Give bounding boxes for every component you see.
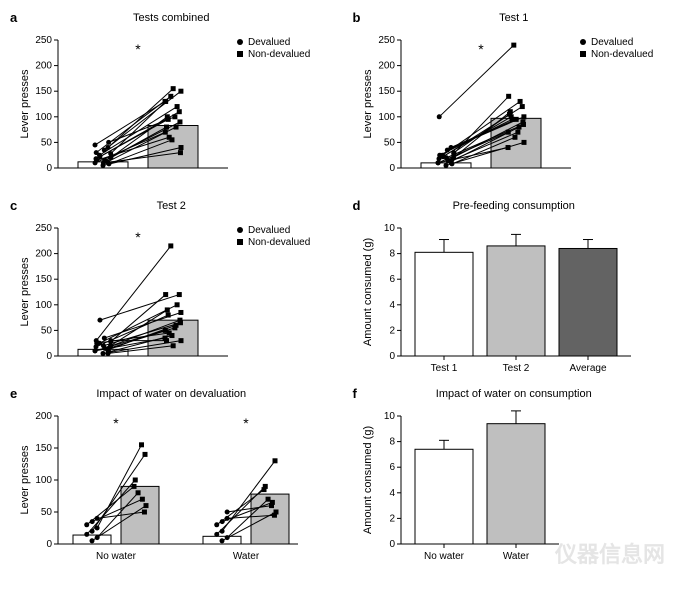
svg-text:50: 50 (41, 507, 53, 518)
svg-text:50: 50 (41, 325, 53, 336)
chart-a: 0 50 100 150 200 250 Lever presses * DevaluedNon… (10, 28, 333, 188)
chart-b: 0 50 100 150 200 250 Lever presses * DevaluedNon… (353, 28, 676, 188)
svg-text:Lever presses: Lever presses (19, 69, 31, 139)
panel-title: Test 1 (353, 12, 676, 24)
panel-title: Test 2 (10, 200, 333, 212)
svg-text:8: 8 (389, 437, 395, 448)
panel-b: b Test 1 0 50 100 150 200 250 Lever presses * De… (353, 10, 676, 188)
svg-text:Amount consumed (g): Amount consumed (g) (362, 238, 374, 346)
svg-text:Amount consumed (g): Amount consumed (g) (362, 426, 374, 534)
svg-text:*: * (135, 229, 141, 245)
panel-title: Impact of water on consumption (353, 388, 676, 400)
panel-d: d Pre-feeding consumption 0 2 4 6 8 10 Amount … (353, 198, 676, 376)
svg-text:250: 250 (378, 35, 395, 46)
svg-text:200: 200 (35, 249, 52, 260)
svg-text:0: 0 (389, 351, 395, 362)
svg-text:0: 0 (389, 539, 395, 550)
svg-text:Test 1: Test 1 (430, 363, 457, 374)
svg-text:0: 0 (389, 163, 395, 174)
svg-text:6: 6 (389, 274, 395, 285)
panel-title: Pre-feeding consumption (353, 200, 676, 212)
svg-text:100: 100 (35, 112, 52, 123)
panel-title: Impact of water on devaluation (10, 388, 333, 400)
panel-letter: c (10, 198, 17, 213)
svg-text:Non-devalued: Non-devalued (248, 49, 310, 60)
svg-text:8: 8 (389, 249, 395, 260)
svg-text:2: 2 (389, 325, 395, 336)
svg-text:Devalued: Devalued (591, 37, 633, 48)
svg-text:Water: Water (502, 551, 529, 562)
svg-text:0: 0 (46, 351, 52, 362)
svg-text:50: 50 (41, 137, 53, 148)
svg-text:*: * (113, 415, 119, 431)
svg-text:150: 150 (378, 86, 395, 97)
figure-grid: a Tests combined 050100150200250Lever pr… (10, 10, 675, 574)
svg-text:Lever presses: Lever presses (362, 69, 374, 139)
svg-text:Lever presses: Lever presses (19, 257, 31, 327)
svg-text:*: * (478, 41, 484, 57)
svg-text:10: 10 (383, 411, 395, 422)
svg-text:150: 150 (35, 274, 52, 285)
svg-text:100: 100 (35, 475, 52, 486)
svg-text:Lever presses: Lever presses (19, 445, 31, 515)
svg-text:200: 200 (378, 61, 395, 72)
panel-letter: e (10, 386, 17, 401)
svg-text:100: 100 (378, 112, 395, 123)
panel-title: Tests combined (10, 12, 333, 24)
svg-text:2: 2 (389, 513, 395, 524)
panel-a: a Tests combined 0 50 100 150 200 250 Lever pr… (10, 10, 333, 188)
panel-letter: d (353, 198, 361, 213)
svg-text:100: 100 (35, 300, 52, 311)
panel-e: e Impact of water on devaluation 0 50 100 1… (10, 386, 333, 574)
svg-text:No water: No water (96, 551, 137, 562)
svg-text:10: 10 (383, 223, 395, 234)
chart-c: 0 50 100 150 200 250 Lever presses * DevaluedNon… (10, 216, 333, 376)
svg-text:Average: Average (569, 363, 607, 374)
svg-text:4: 4 (389, 300, 395, 311)
panel-letter: f (353, 386, 357, 401)
svg-text:No water: No water (423, 551, 464, 562)
svg-text:*: * (243, 415, 249, 431)
chart-f: 0 2 4 6 8 10 Amount consumed (g) No water Water (353, 404, 676, 564)
svg-text:200: 200 (35, 61, 52, 72)
panel-f: f Impact of water on consumption 0 2 4 6 8 10… (353, 386, 676, 574)
svg-text:Non-devalued: Non-devalued (248, 237, 310, 248)
chart-e: 0 50 100 150 200 Lever presses * No water * Water (10, 404, 333, 574)
panel-c: c Test 2 0 50 100 150 200 250 Lever presses * De… (10, 198, 333, 376)
panel-letter: b (353, 10, 361, 25)
svg-text:4: 4 (389, 488, 395, 499)
svg-text:Devalued: Devalued (248, 225, 290, 236)
svg-text:0: 0 (46, 539, 52, 550)
svg-text:Non-devalued: Non-devalued (591, 49, 653, 60)
svg-text:6: 6 (389, 462, 395, 473)
svg-text:200: 200 (35, 411, 52, 422)
svg-text:150: 150 (35, 443, 52, 454)
svg-text:150: 150 (35, 86, 52, 97)
chart-d: 0 2 4 6 8 10 Amount consumed (g) Test 1 Test 2 Av… (353, 216, 676, 376)
svg-text:50: 50 (383, 137, 395, 148)
svg-text:Devalued: Devalued (248, 37, 290, 48)
svg-text:0: 0 (46, 163, 52, 174)
svg-text:250: 250 (35, 35, 52, 46)
panel-letter: a (10, 10, 17, 25)
svg-text:*: * (135, 41, 141, 57)
svg-text:Water: Water (233, 551, 260, 562)
svg-text:Test 2: Test 2 (502, 363, 529, 374)
svg-text:250: 250 (35, 223, 52, 234)
